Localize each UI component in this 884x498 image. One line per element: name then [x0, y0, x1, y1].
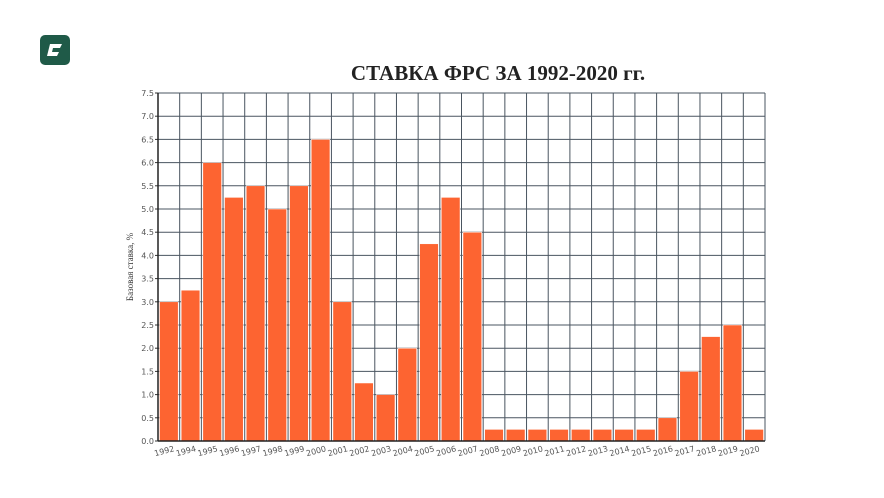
- y-tick-label: 2.0: [141, 344, 154, 353]
- x-tick-label: 2001: [327, 444, 349, 458]
- bar-2019: [722, 324, 743, 442]
- x-ticks: 1992 1994 1995 1996 1997 1998 1999 2000 2001 2002…: [153, 440, 765, 458]
- bar-2020: [744, 429, 764, 442]
- x-tick-label: 2009: [500, 444, 522, 458]
- bar-2018: [701, 336, 721, 442]
- bar-1998: [267, 208, 287, 442]
- y-axis-label: Базовая ставка, %: [125, 232, 135, 301]
- x-tick-label: 1996: [218, 444, 240, 458]
- x-tick-label: 2020: [739, 444, 761, 458]
- bar-2007: [462, 231, 482, 442]
- bar-2013: [592, 429, 612, 442]
- bar-2002: [354, 382, 374, 442]
- x-tick-label: 1999: [283, 444, 305, 458]
- x-tick-label: 2006: [435, 444, 457, 458]
- bars: [159, 139, 764, 442]
- x-tick-label: 2019: [717, 444, 739, 458]
- bar-2011: [549, 429, 569, 442]
- x-tick-label: 2008: [479, 444, 501, 458]
- x-tick-label: 2000: [305, 444, 327, 458]
- x-tick-label: 1995: [197, 444, 219, 458]
- x-tick-label: 2017: [674, 444, 696, 458]
- bar-2005: [419, 243, 439, 442]
- chart-title: СТАВКА ФРС ЗА 1992-2020 гг.: [351, 61, 645, 85]
- bar-1996: [224, 197, 244, 442]
- bar-2001: [332, 301, 352, 442]
- x-tick-label: 2014: [609, 444, 631, 458]
- bar-1995: [202, 162, 222, 442]
- bar-2015: [636, 429, 656, 442]
- y-tick-label: 0.0: [141, 437, 154, 446]
- bar-1992: [159, 301, 179, 442]
- x-tick-label: 2015: [630, 444, 652, 458]
- y-tick-label: 4.5: [141, 228, 154, 237]
- x-tick-label: 2010: [522, 444, 544, 458]
- bar-2009: [506, 429, 526, 442]
- x-tick-label: 2005: [414, 444, 436, 458]
- y-tick-label: 2.5: [141, 321, 154, 330]
- bar-2012: [571, 429, 591, 442]
- x-tick-label: 2016: [652, 444, 674, 458]
- x-tick-label: 1998: [262, 444, 284, 458]
- bar-1997: [245, 185, 266, 442]
- bar-2000: [311, 139, 331, 442]
- bar-2014: [614, 429, 634, 442]
- y-tick-label: 0.5: [141, 414, 154, 423]
- bar-2003: [376, 394, 396, 442]
- y-tick-label: 7.5: [141, 89, 154, 98]
- bar-1999: [289, 185, 309, 442]
- x-tick-label: 1994: [175, 444, 197, 458]
- y-ticks: 0.0 0.5 1.0 1.5 2.0 2.5 3.0 3.5 4.0 4.5 5.0 5.5 6.0 6…: [141, 89, 159, 446]
- x-tick-label: 2011: [544, 444, 566, 458]
- y-tick-label: 5.5: [141, 182, 154, 191]
- bar-2004: [397, 347, 417, 442]
- y-tick-label: 1.0: [141, 391, 154, 400]
- bar-1994: [180, 289, 201, 442]
- brand-logo: [40, 35, 70, 65]
- x-tick-label: 2013: [587, 444, 609, 458]
- x-tick-label: 2012: [565, 444, 587, 458]
- y-tick-label: 4.0: [141, 251, 154, 260]
- bar-2006: [441, 197, 461, 442]
- x-tick-label: 1992: [153, 444, 175, 458]
- x-tick-label: 2004: [392, 444, 414, 458]
- y-tick-label: 6.0: [141, 159, 154, 168]
- y-tick-label: 1.5: [141, 367, 154, 376]
- bar-2017: [679, 371, 699, 442]
- bar-2016: [657, 417, 678, 442]
- x-tick-label: 2002: [348, 444, 370, 458]
- bar-2008: [484, 429, 504, 442]
- y-tick-label: 7.0: [141, 112, 154, 121]
- y-tick-label: 5.0: [141, 205, 154, 214]
- x-tick-label: 2007: [457, 444, 479, 458]
- y-tick-label: 3.5: [141, 275, 154, 284]
- y-tick-label: 6.5: [141, 135, 154, 144]
- x-tick-label: 1997: [240, 444, 262, 458]
- x-tick-label: 2003: [370, 444, 392, 458]
- x-tick-label: 2018: [695, 444, 717, 458]
- bar-2010: [527, 429, 547, 442]
- y-tick-label: 3.0: [141, 298, 154, 307]
